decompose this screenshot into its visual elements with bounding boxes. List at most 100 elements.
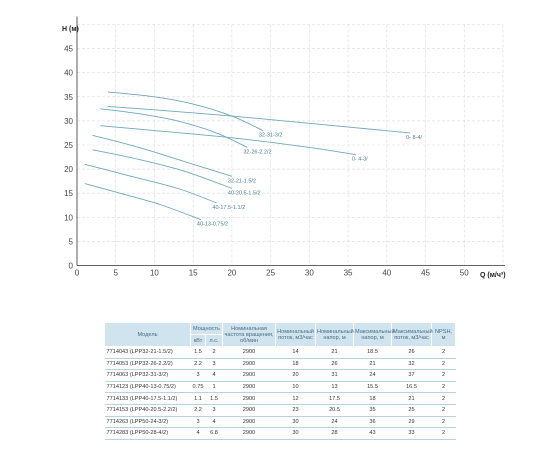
cell-kw: 2.2 <box>190 358 206 371</box>
table-row: 7714133 (LPP40-17.5-1.1/2) 1.1 1.5 2900 12 17… <box>104 392 456 405</box>
table-row: 7714123 (LPP40-13-0.75/2) 0.75 1 2900 10 13 15… <box>104 381 456 394</box>
cell-hnom: 20.5 <box>315 404 354 417</box>
cell-qnom: 12 <box>275 392 316 405</box>
series-line <box>107 91 264 131</box>
x-tick-label: 50 <box>460 269 469 278</box>
series-label: 40-13-0.75/2 <box>197 222 228 228</box>
series-line <box>92 149 233 189</box>
pump-performance-chart: H (м) Q (м/ч³) 0 5 10 15 20 25 30 35 40 45 50 0 5 10 1… <box>62 16 506 279</box>
x-tick-label: 10 <box>150 269 159 278</box>
header-npsh: NPSH, м <box>431 322 457 347</box>
cell-hmax: 21 <box>353 358 392 371</box>
series-label: 32-31-3/2 <box>259 133 283 139</box>
y-axis-title: H (м) <box>62 26 79 33</box>
header-model: Модель <box>104 322 191 347</box>
cell-rpm: 2900 <box>222 369 276 382</box>
cell-qnom: 23 <box>275 404 316 417</box>
cell-hmax: 18.5 <box>353 346 392 359</box>
header-rpm: Номинальная частота вращения, об/мин <box>222 322 277 347</box>
series-line <box>84 163 217 204</box>
cell-model: 7714283 (LPP50-28-4/2) <box>104 427 191 440</box>
cell-qmax: 25 <box>391 404 432 417</box>
cell-hp: 2 <box>205 346 223 359</box>
chart-grid <box>77 24 504 266</box>
cell-hp: 3 <box>205 358 223 371</box>
cell-model: 7714063 (LPP32-31-3/2) <box>104 369 191 382</box>
cell-hnom: 24 <box>315 416 354 429</box>
cell-hp: 6.8 <box>205 427 223 440</box>
cell-hp: 1.5 <box>205 392 223 405</box>
cell-qmax: 16.5 <box>391 381 432 394</box>
cell-hmax: 43 <box>353 427 392 440</box>
y-tick-label: 0 <box>69 262 74 271</box>
series-line <box>100 108 248 148</box>
x-tick-label: 25 <box>266 269 275 278</box>
cell-hp: 4 <box>205 416 223 429</box>
cell-hnom: 26 <box>315 358 354 371</box>
chart-curves <box>84 91 411 221</box>
table-row: 7714053 (LPP32-26-2.2/2) 2.2 3 2900 18 26 21 32… <box>104 358 456 371</box>
pump-spec-table: Модель Мощность Номинальная частота вращ… <box>104 322 457 440</box>
cell-hmax: 24 <box>353 369 392 382</box>
cell-qnom: 14 <box>275 346 316 359</box>
header-hp: л.с. <box>204 334 224 347</box>
y-tick-label: 5 <box>69 237 74 246</box>
cell-qmax: 26 <box>391 346 432 359</box>
cell-rpm: 2900 <box>222 404 276 417</box>
cell-npsh: 2 <box>431 392 456 405</box>
header-qmax: Максимальный поток, м3/час <box>391 322 433 347</box>
cell-qnom: 20 <box>275 369 316 382</box>
cell-npsh: 2 <box>431 416 456 429</box>
series-label: 40-17.5-1.1/2 <box>212 205 245 211</box>
header-power: Мощность <box>189 322 224 335</box>
x-tick-label: 45 <box>421 269 430 278</box>
cell-rpm: 2900 <box>222 381 276 394</box>
cell-qmax: 21 <box>391 392 432 405</box>
cell-kw: 3 <box>190 416 206 429</box>
table-row: 7714043 (LPP32-21-1.5/2) 1.5 2 2900 14 21 18.5… <box>104 346 456 359</box>
cell-hnom: 17.5 <box>315 392 354 405</box>
cell-model: 7714153 (LPP40-20.5-2.2/2) <box>104 404 191 417</box>
cell-kw: 1.5 <box>190 346 206 359</box>
cell-kw: 0.75 <box>190 381 206 394</box>
curve-labels: 0- 8-4/32-31-3/2 32-26-2.2/2 0- 4-3/32-21-… <box>197 133 422 228</box>
x-tick-label: 15 <box>189 269 198 278</box>
y-tick-label: 40 <box>64 69 73 78</box>
cell-qnom: 18 <box>275 358 316 371</box>
cell-hnom: 31 <box>315 369 354 382</box>
cell-hp: 3 <box>205 404 223 417</box>
cell-rpm: 2900 <box>222 358 276 371</box>
table-row: 7714263 (LPP50-24-3/2) 3 4 2900 30 24 36 29 2 <box>104 416 456 429</box>
series-label: 40-20.5-1.5/2 <box>228 190 261 196</box>
cell-npsh: 2 <box>431 381 456 394</box>
cell-npsh: 2 <box>431 404 456 417</box>
pump-spec-body: 7714043 (LPP32-21-1.5/2) 1.5 2 2900 14 21 18.5… <box>104 346 456 440</box>
cell-rpm: 2900 <box>222 392 276 405</box>
cell-qnom: 30 <box>275 427 316 440</box>
cell-qmax: 37 <box>391 369 432 382</box>
cell-qmax: 32 <box>391 358 432 371</box>
cell-kw: 1.1 <box>190 392 206 405</box>
cell-hnom: 21 <box>315 346 354 359</box>
cell-hnom: 28 <box>315 427 354 440</box>
cell-npsh: 2 <box>431 427 456 440</box>
header-kw: кВт <box>190 334 206 347</box>
cell-qnom: 10 <box>275 381 316 394</box>
x-tick-label: 0 <box>75 269 80 278</box>
cell-qmax: 33 <box>391 427 432 440</box>
table-row: 7714283 (LPP50-28-4/2) 4 6.8 2900 30 28 43 33 2 <box>104 427 456 440</box>
cell-hp: 4 <box>205 369 223 382</box>
header-hnom: Номинальный напор, м <box>315 322 355 347</box>
cell-rpm: 2900 <box>222 346 276 359</box>
y-tick-label: 15 <box>64 189 73 198</box>
series-line <box>92 134 233 177</box>
cell-npsh: 2 <box>431 346 456 359</box>
y-tick-label: 20 <box>64 165 73 174</box>
cell-hmax: 35 <box>353 404 392 417</box>
cell-kw: 3 <box>190 369 206 382</box>
x-tick-label: 20 <box>227 269 236 278</box>
cell-kw: 2.2 <box>190 404 206 417</box>
series-line <box>84 183 202 221</box>
chart-axes: H (м) Q (м/ч³) 0 5 10 15 20 25 30 35 40 45 50 0 5 10 1… <box>62 16 506 279</box>
cell-hp: 1 <box>205 381 223 394</box>
